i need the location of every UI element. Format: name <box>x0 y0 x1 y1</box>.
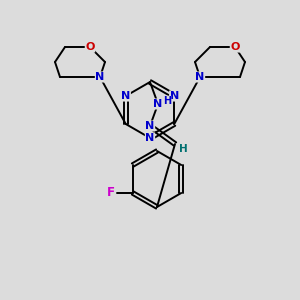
Text: H: H <box>178 144 188 154</box>
Text: N: N <box>195 72 205 82</box>
Text: N: N <box>95 72 105 82</box>
Text: N: N <box>153 99 163 109</box>
Text: O: O <box>230 42 240 52</box>
Text: N: N <box>169 91 179 101</box>
Text: F: F <box>107 187 115 200</box>
Text: N: N <box>146 121 154 131</box>
Text: H: H <box>163 96 171 106</box>
Text: N: N <box>121 91 130 101</box>
Text: O: O <box>85 42 95 52</box>
Text: N: N <box>146 133 154 143</box>
